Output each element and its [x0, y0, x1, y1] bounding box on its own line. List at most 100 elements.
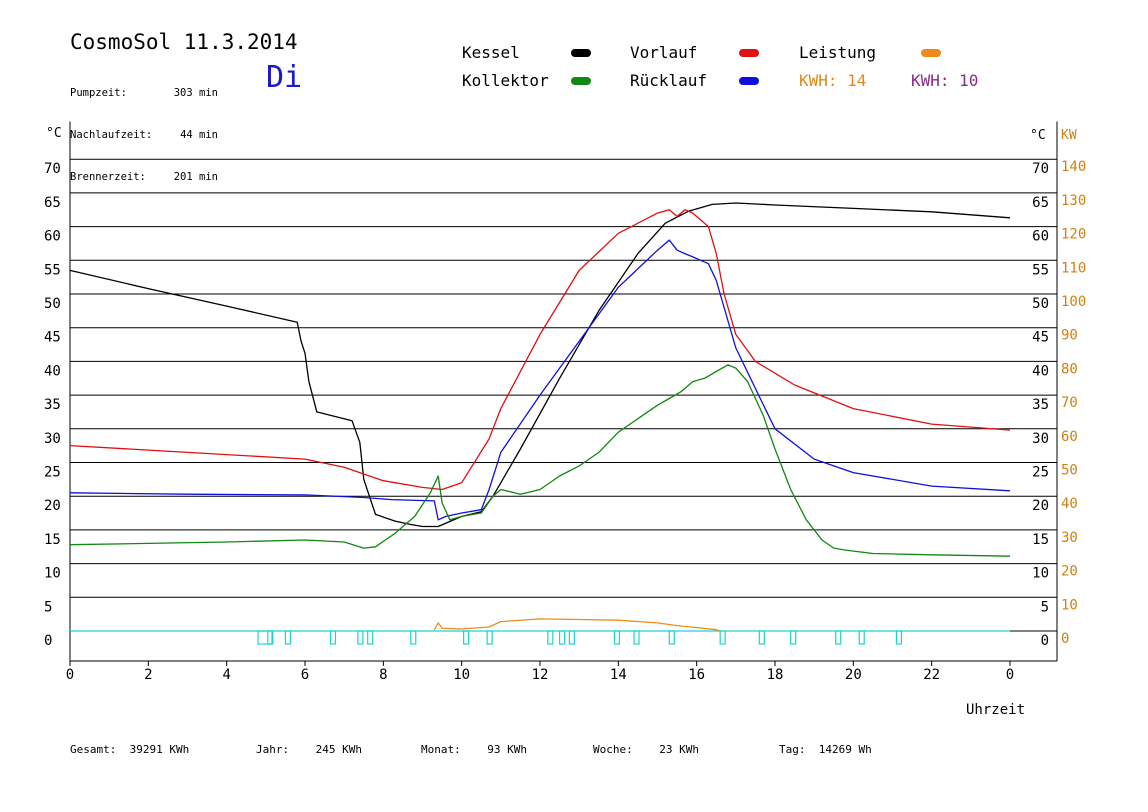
y-tick-label-right: 40	[1032, 363, 1049, 379]
footer-value: 14269 Wh	[818, 743, 872, 756]
pump-marker	[410, 630, 417, 645]
pump-marker	[367, 630, 374, 645]
kwh-value: 14	[847, 71, 867, 90]
y-axis-label-power: KW	[1061, 128, 1077, 143]
series-line-kollektor	[69, 364, 1011, 557]
pump-marker	[257, 630, 273, 645]
x-tick-label: 6	[301, 667, 309, 683]
legend-label-leistung: Leistung	[799, 43, 877, 62]
y-tick-label-left: 65	[44, 195, 61, 211]
weekday-label: Di	[266, 60, 303, 95]
stat-label: Brennerzeit:	[70, 171, 146, 183]
series-line-vorlauf	[69, 209, 1011, 491]
x-axis-label: Uhrzeit	[966, 702, 1025, 718]
kwh-label: KWH:	[799, 71, 838, 90]
pump-marker	[329, 630, 337, 645]
y-tick-label-power: 60	[1061, 429, 1078, 445]
y-tick-label-right: 25	[1032, 465, 1049, 481]
y-tick-label-left: 40	[44, 363, 61, 379]
pump-marker	[758, 630, 765, 645]
pump-marker	[558, 630, 566, 645]
pump-marker	[547, 630, 554, 645]
y-tick-label-left: 20	[44, 498, 61, 514]
legend-kwh-2: KWH: 10	[911, 71, 978, 90]
y-tick-label-power: 20	[1061, 564, 1078, 580]
pump-marker	[858, 630, 865, 645]
pump-marker	[895, 630, 903, 645]
y-tick-label-right: 15	[1032, 532, 1049, 548]
y-tick-label-power: 50	[1061, 463, 1078, 479]
pump-marker	[486, 630, 493, 645]
y-tick-label-right: 20	[1032, 498, 1049, 514]
kwh-label: KWH:	[911, 71, 950, 90]
y-axis-label-left: °C	[46, 126, 62, 141]
y-tick-label-power: 10	[1061, 597, 1078, 613]
x-tick-label: 0	[1006, 667, 1014, 683]
y-tick-label-right: 5	[1041, 599, 1049, 615]
y-tick-label-power: 70	[1061, 395, 1078, 411]
x-tick-label: 16	[688, 667, 705, 683]
stat-row: Nachlaufzeit: 44 min	[70, 128, 218, 142]
chart-title: CosmoSol 11.3.2014	[70, 30, 298, 54]
pump-marker	[463, 630, 470, 645]
legend-swatch-kessel	[571, 49, 591, 57]
series-line-leistung	[433, 618, 721, 632]
y-tick-label-power: 30	[1061, 530, 1078, 546]
stat-value: 201 min	[173, 171, 218, 183]
y-axis-label-right: °C	[1030, 128, 1046, 143]
pump-marker	[668, 630, 675, 645]
footer-item: Gesamt: 39291 KWh	[70, 743, 189, 756]
footer-value: 245 KWh	[315, 743, 362, 756]
pump-marker	[357, 630, 364, 645]
y-tick-label-left: 5	[44, 599, 52, 615]
pump-marker	[790, 630, 797, 645]
x-tick-label: 22	[923, 667, 940, 683]
legend-label-ruecklauf: Rücklauf	[630, 71, 708, 90]
x-tick-label: 20	[845, 667, 862, 683]
stats-block: Pumpzeit: 303 min Nachlaufzeit: 44 min Bre…	[70, 58, 218, 198]
pump-marker	[633, 630, 640, 645]
footer-value: 39291 KWh	[129, 743, 190, 756]
legend-kwh-1: KWH: 14	[799, 71, 866, 90]
y-tick-label-power: 100	[1061, 294, 1086, 310]
y-tick-label-right: 50	[1032, 296, 1049, 312]
y-tick-label-power: 120	[1061, 227, 1086, 243]
legend-label-vorlauf: Vorlauf	[630, 43, 698, 62]
y-tick-label-left: 30	[44, 431, 61, 447]
y-tick-label-power: 90	[1061, 328, 1078, 344]
footer-value: 93 KWh	[487, 743, 527, 756]
y-tick-label-left: 25	[44, 465, 61, 481]
y-tick-label-power: 80	[1061, 361, 1078, 377]
y-tick-label-right: 0	[1041, 633, 1049, 649]
y-tick-label-right: 30	[1032, 431, 1049, 447]
pump-marker	[613, 630, 621, 645]
footer-item: Tag: 14269 Wh	[779, 743, 872, 756]
stat-value: 303 min	[173, 87, 218, 99]
legend-swatch-ruecklauf	[739, 77, 759, 85]
y-tick-label-right: 10	[1032, 566, 1049, 582]
stat-value: 44 min	[180, 129, 218, 141]
x-tick-label: 18	[767, 667, 784, 683]
legend-swatch-kollektor	[571, 77, 591, 85]
x-tick-label: 8	[379, 667, 387, 683]
x-tick-label: 4	[222, 667, 230, 683]
y-tick-label-right: 65	[1032, 195, 1049, 211]
stat-label: Pumpzeit:	[70, 87, 127, 99]
y-tick-label-power: 140	[1061, 159, 1086, 175]
footer-label: Tag:	[779, 743, 806, 756]
pump-marker	[835, 630, 842, 645]
footer-item: Monat: 93 KWh	[421, 743, 527, 756]
y-tick-label-left: 45	[44, 330, 61, 346]
pump-marker	[284, 630, 292, 645]
y-tick-label-power: 110	[1061, 260, 1086, 276]
footer-label: Gesamt:	[70, 743, 117, 756]
footer-label: Jahr:	[256, 743, 290, 756]
stat-label: Nachlaufzeit:	[70, 129, 153, 141]
footer-value: 23 KWh	[659, 743, 699, 756]
y-tick-label-right: 45	[1032, 330, 1049, 346]
y-tick-label-power: 130	[1061, 193, 1086, 209]
stat-row: Pumpzeit: 303 min	[70, 86, 218, 100]
footer-item: Jahr: 245 KWh	[256, 743, 362, 756]
pump-marker	[568, 630, 575, 645]
